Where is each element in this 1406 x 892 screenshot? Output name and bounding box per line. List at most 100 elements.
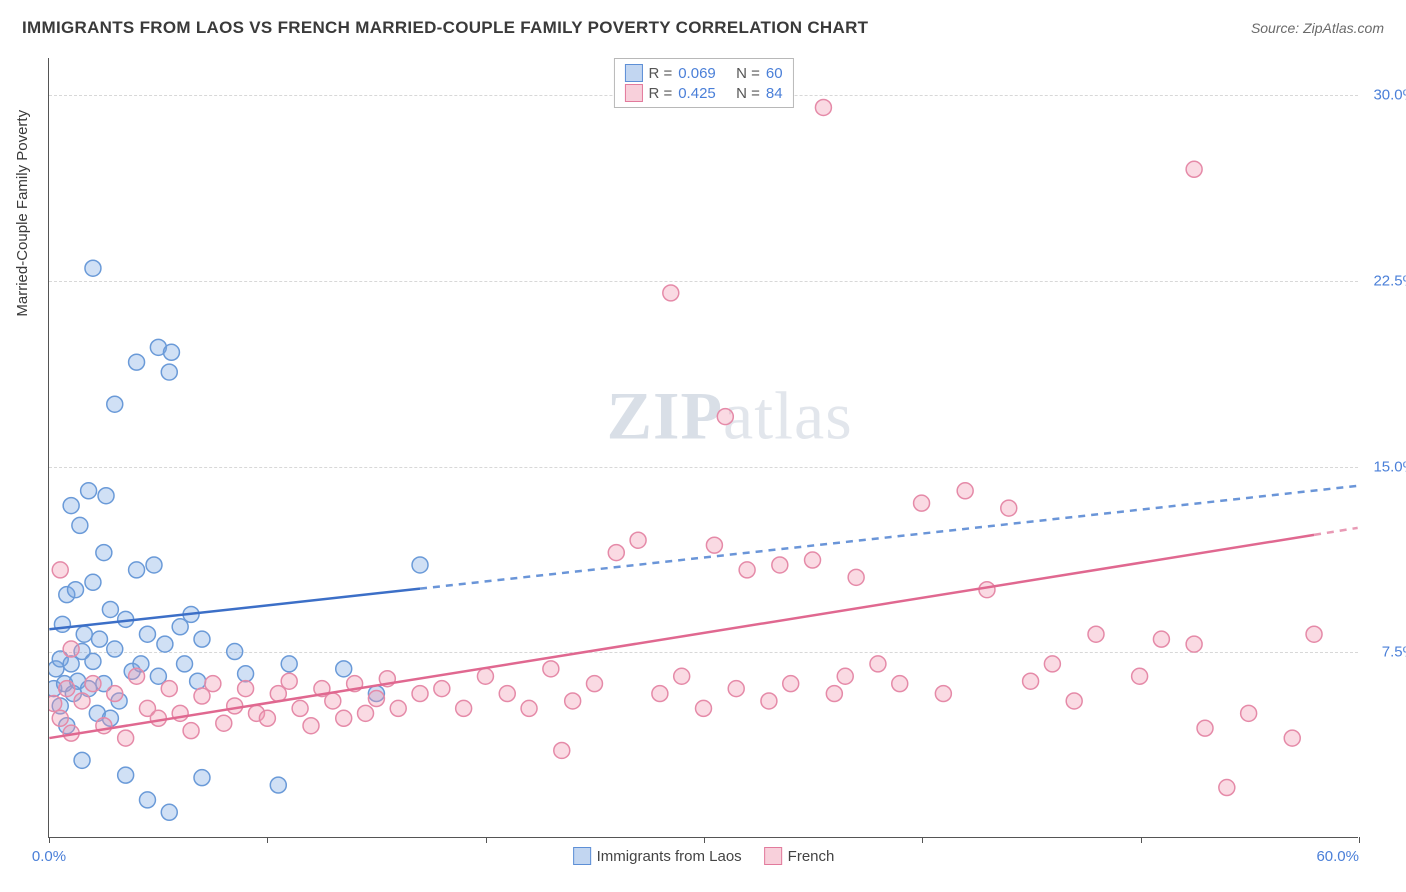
scatter-point bbox=[815, 99, 831, 115]
scatter-point bbox=[870, 656, 886, 672]
scatter-point bbox=[336, 710, 352, 726]
scatter-point bbox=[521, 700, 537, 716]
scatter-point bbox=[957, 483, 973, 499]
plot-area: ZIPatlas R = 0.069 N = 60 R = 0.425 N = … bbox=[48, 58, 1358, 838]
scatter-point bbox=[259, 710, 275, 726]
y-tick-label: 30.0% bbox=[1364, 87, 1406, 104]
legend-item-laos: Immigrants from Laos bbox=[573, 847, 742, 865]
swatch-blue-icon bbox=[573, 847, 591, 865]
scatter-point bbox=[630, 532, 646, 548]
regression-line bbox=[49, 535, 1314, 738]
legend-label-laos: Immigrants from Laos bbox=[597, 848, 742, 865]
scatter-point bbox=[761, 693, 777, 709]
scatter-point bbox=[118, 767, 134, 783]
r-label: R = bbox=[648, 65, 672, 82]
scatter-point bbox=[706, 537, 722, 553]
scatter-point bbox=[499, 686, 515, 702]
scatter-point bbox=[739, 562, 755, 578]
scatter-point bbox=[68, 582, 84, 598]
n-label: N = bbox=[736, 65, 760, 82]
stats-row-laos: R = 0.069 N = 60 bbox=[624, 63, 782, 83]
scatter-point bbox=[412, 557, 428, 573]
scatter-point bbox=[270, 777, 286, 793]
scatter-point bbox=[1066, 693, 1082, 709]
scatter-point bbox=[157, 636, 173, 652]
scatter-point bbox=[1001, 500, 1017, 516]
scatter-point bbox=[81, 483, 97, 499]
legend-label-french: French bbox=[788, 848, 835, 865]
scatter-point bbox=[59, 681, 75, 697]
scatter-point bbox=[1023, 673, 1039, 689]
swatch-blue-icon bbox=[624, 64, 642, 82]
scatter-point bbox=[161, 681, 177, 697]
x-tick bbox=[486, 837, 487, 843]
scatter-point bbox=[717, 409, 733, 425]
scatter-point bbox=[163, 344, 179, 360]
x-tick bbox=[922, 837, 923, 843]
regression-line-dashed bbox=[1314, 528, 1358, 535]
scatter-point bbox=[565, 693, 581, 709]
scatter-point bbox=[238, 666, 254, 682]
y-tick-label: 15.0% bbox=[1364, 458, 1406, 475]
scatter-point bbox=[129, 354, 145, 370]
scatter-point bbox=[1088, 626, 1104, 642]
scatter-point bbox=[161, 804, 177, 820]
scatter-point bbox=[177, 656, 193, 672]
scatter-point bbox=[1132, 668, 1148, 684]
scatter-point bbox=[608, 545, 624, 561]
scatter-point bbox=[102, 601, 118, 617]
scatter-point bbox=[76, 626, 92, 642]
scatter-point bbox=[292, 700, 308, 716]
scatter-point bbox=[146, 557, 162, 573]
r-value-french: 0.425 bbox=[678, 85, 716, 102]
stats-row-french: R = 0.425 N = 84 bbox=[624, 83, 782, 103]
scatter-point bbox=[96, 545, 112, 561]
scatter-point bbox=[1186, 161, 1202, 177]
scatter-point bbox=[674, 668, 690, 684]
scatter-point bbox=[1197, 720, 1213, 736]
scatter-point bbox=[696, 700, 712, 716]
x-tick bbox=[1359, 837, 1360, 843]
scatter-point bbox=[325, 693, 341, 709]
scatter-point bbox=[728, 681, 744, 697]
scatter-point bbox=[190, 673, 206, 689]
scatter-point bbox=[1284, 730, 1300, 746]
scatter-point bbox=[139, 792, 155, 808]
scatter-point bbox=[477, 668, 493, 684]
scatter-point bbox=[98, 488, 114, 504]
legend-item-french: French bbox=[764, 847, 835, 865]
source-label: Source: bbox=[1251, 20, 1299, 36]
scatter-point bbox=[72, 517, 88, 533]
scatter-point bbox=[1153, 631, 1169, 647]
scatter-point bbox=[652, 686, 668, 702]
x-tick bbox=[267, 837, 268, 843]
scatter-point bbox=[837, 668, 853, 684]
scatter-point bbox=[63, 498, 79, 514]
scatter-point bbox=[805, 552, 821, 568]
scatter-point bbox=[892, 676, 908, 692]
y-tick-label: 22.5% bbox=[1364, 272, 1406, 289]
x-tick bbox=[704, 837, 705, 843]
scatter-point bbox=[238, 681, 254, 697]
scatter-point bbox=[74, 693, 90, 709]
scatter-point bbox=[434, 681, 450, 697]
scatter-point bbox=[150, 710, 166, 726]
scatter-point bbox=[74, 752, 90, 768]
y-tick-label: 7.5% bbox=[1364, 644, 1406, 661]
scatter-point bbox=[63, 641, 79, 657]
scatter-point bbox=[216, 715, 232, 731]
scatter-point bbox=[1186, 636, 1202, 652]
scatter-point bbox=[358, 705, 374, 721]
scatter-point bbox=[368, 691, 384, 707]
scatter-point bbox=[281, 656, 297, 672]
scatter-point bbox=[1306, 626, 1322, 642]
scatter-point bbox=[586, 676, 602, 692]
scatter-point bbox=[412, 686, 428, 702]
scatter-point bbox=[194, 770, 210, 786]
scatter-point bbox=[52, 562, 68, 578]
n-value-french: 84 bbox=[766, 85, 783, 102]
scatter-point bbox=[303, 718, 319, 734]
scatter-point bbox=[826, 686, 842, 702]
scatter-point bbox=[456, 700, 472, 716]
scatter-point bbox=[52, 710, 68, 726]
